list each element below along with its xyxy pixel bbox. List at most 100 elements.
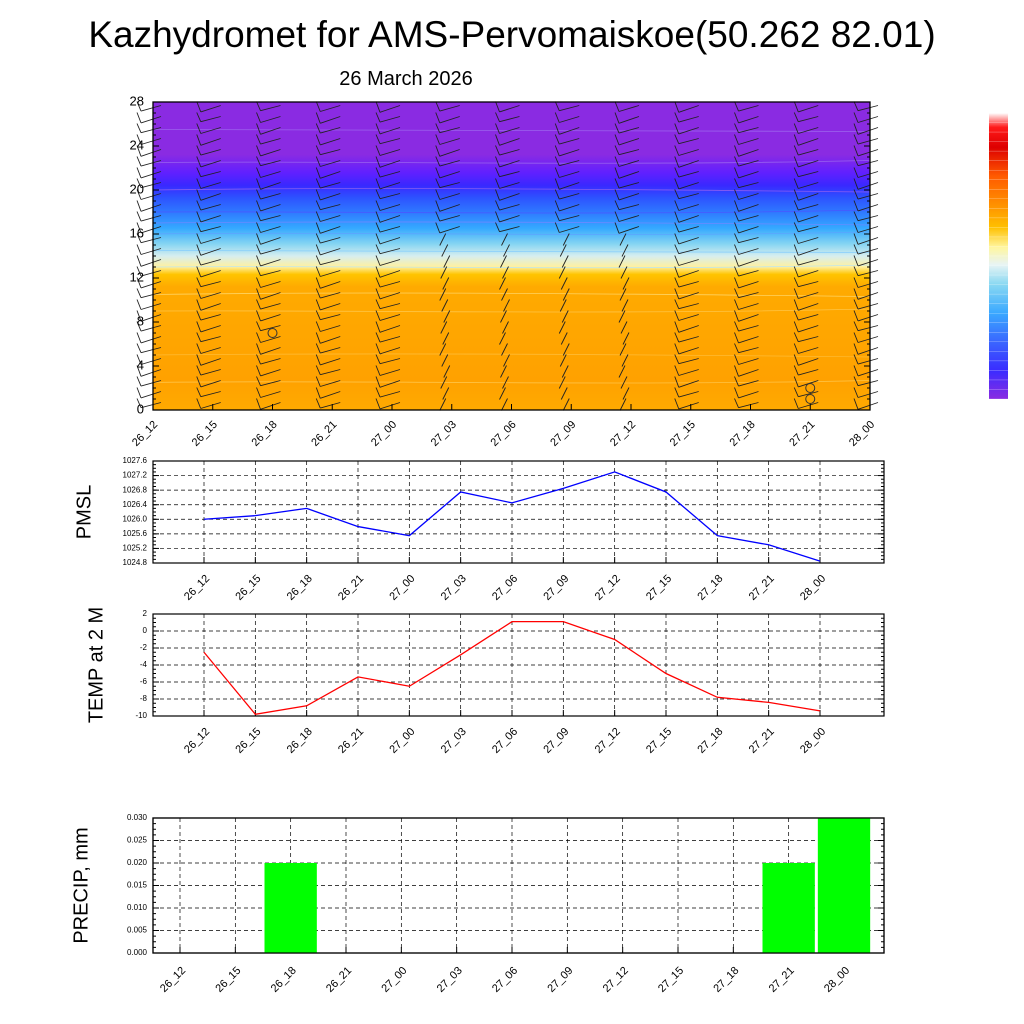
wind-barb: [853, 299, 859, 310]
precip-x-tick-label: 27_03: [435, 965, 465, 995]
wind-barb: [140, 325, 162, 332]
wind-barb: [196, 123, 202, 134]
wind-barb: [200, 171, 221, 178]
wind-barb: [798, 193, 819, 201]
wind-barb: [614, 222, 620, 234]
wind-barb: [320, 116, 341, 124]
precip-bar: [762, 863, 815, 953]
wind-barb: [375, 398, 381, 410]
wind-barb: [793, 365, 799, 376]
wind-barb: [256, 343, 261, 355]
wind-barb: [379, 380, 401, 388]
wind-barb: [315, 178, 321, 189]
wind-barb: [554, 200, 560, 212]
wind-barb: [620, 266, 628, 279]
wind-barb: [375, 310, 381, 321]
wind-barb: [375, 255, 381, 266]
wind-barb: [435, 167, 441, 179]
wind-barb: [196, 211, 202, 223]
wind-barb: [500, 255, 507, 268]
wind-barb: [678, 248, 699, 255]
chart-title: Kazhydromet for AMS-Pervomaiskoe(50.262 …: [88, 14, 936, 55]
wind-barb: [136, 189, 142, 200]
wind-barb: [793, 266, 799, 278]
wind-barb: [256, 145, 261, 157]
wind-barb: [315, 310, 321, 320]
wind-barb: [315, 387, 321, 399]
wind-barb: [734, 310, 739, 322]
wind-barb: [256, 189, 261, 200]
wind-barb: [798, 391, 819, 398]
wind-barb: [559, 193, 580, 200]
heatmap-x-tick-label: 27_09: [548, 419, 578, 449]
wind-barb: [375, 123, 381, 135]
wind-barb: [499, 116, 520, 123]
wind-barb: [853, 365, 859, 377]
wind-barb: [793, 343, 799, 354]
wind-barb: [256, 222, 261, 233]
wind-barb: [798, 182, 819, 189]
wind-barb: [614, 178, 620, 189]
wind-barb: [256, 365, 261, 377]
wind-barb: [260, 182, 281, 190]
wind-barb: [734, 222, 739, 234]
wind-barb: [499, 215, 520, 223]
wind-barb: [200, 215, 221, 223]
heatmap-contour: [152, 380, 871, 384]
wind-barb: [614, 145, 620, 155]
wind-barb: [196, 255, 202, 266]
wind-barb: [196, 398, 202, 409]
wind-barb: [136, 288, 142, 298]
heatmap-y-tick-label: 0: [137, 401, 144, 416]
wind-barb: [674, 376, 680, 388]
wind-barb: [256, 134, 261, 145]
pmsl-y-tick-label: 1025.2: [123, 544, 148, 553]
wind-barb: [857, 105, 879, 112]
heatmap-contour: [152, 231, 871, 235]
wind-barb: [561, 365, 569, 378]
wind-barb: [554, 123, 560, 135]
wind-barb: [738, 237, 759, 244]
heatmap-x-tick-label: 26_15: [190, 419, 220, 449]
wind-barb: [443, 255, 451, 268]
wind-barb: [559, 149, 580, 157]
wind-barb: [738, 204, 759, 212]
wind-barb: [256, 310, 261, 322]
precip-bar: [264, 863, 317, 953]
wind-barb: [674, 266, 680, 278]
precip-x-tick-label: 27_18: [711, 965, 741, 995]
wind-barb: [738, 347, 759, 354]
heatmap-contour: [152, 160, 871, 164]
wind-barb: [375, 134, 381, 144]
wind-barb: [320, 204, 341, 211]
wind-barb: [853, 211, 859, 221]
wind-barb: [439, 171, 460, 179]
wind-barb: [140, 281, 162, 289]
wind-barb: [196, 101, 202, 113]
wind-barb: [857, 215, 879, 222]
wind-barb: [793, 222, 799, 232]
pmsl-x-tick-label: 27_03: [439, 573, 469, 603]
heatmap-x-tick-label: 27_15: [668, 419, 698, 449]
wind-barb: [853, 134, 859, 145]
wind-barb: [315, 277, 321, 289]
wind-barb: [674, 310, 680, 321]
wind-barb: [560, 387, 568, 400]
wind-barb: [196, 376, 202, 388]
wind-barb: [256, 376, 261, 386]
wind-barb: [379, 358, 401, 365]
wind-barb: [315, 255, 321, 265]
wind-barb: [260, 105, 281, 112]
wind-barb: [136, 101, 142, 112]
wind-barb: [315, 354, 321, 366]
wind-barb: [495, 134, 500, 146]
wind-barb: [379, 391, 401, 398]
wind-barb: [440, 321, 448, 334]
wind-barb: [678, 358, 699, 365]
wind-barb: [140, 160, 162, 167]
pmsl-x-tick-label: 26_18: [285, 573, 315, 603]
wind-barb: [260, 237, 281, 245]
wind-barb: [674, 200, 680, 211]
wind-barb: [375, 332, 381, 343]
pmsl-y-tick-label: 1025.6: [123, 529, 148, 538]
